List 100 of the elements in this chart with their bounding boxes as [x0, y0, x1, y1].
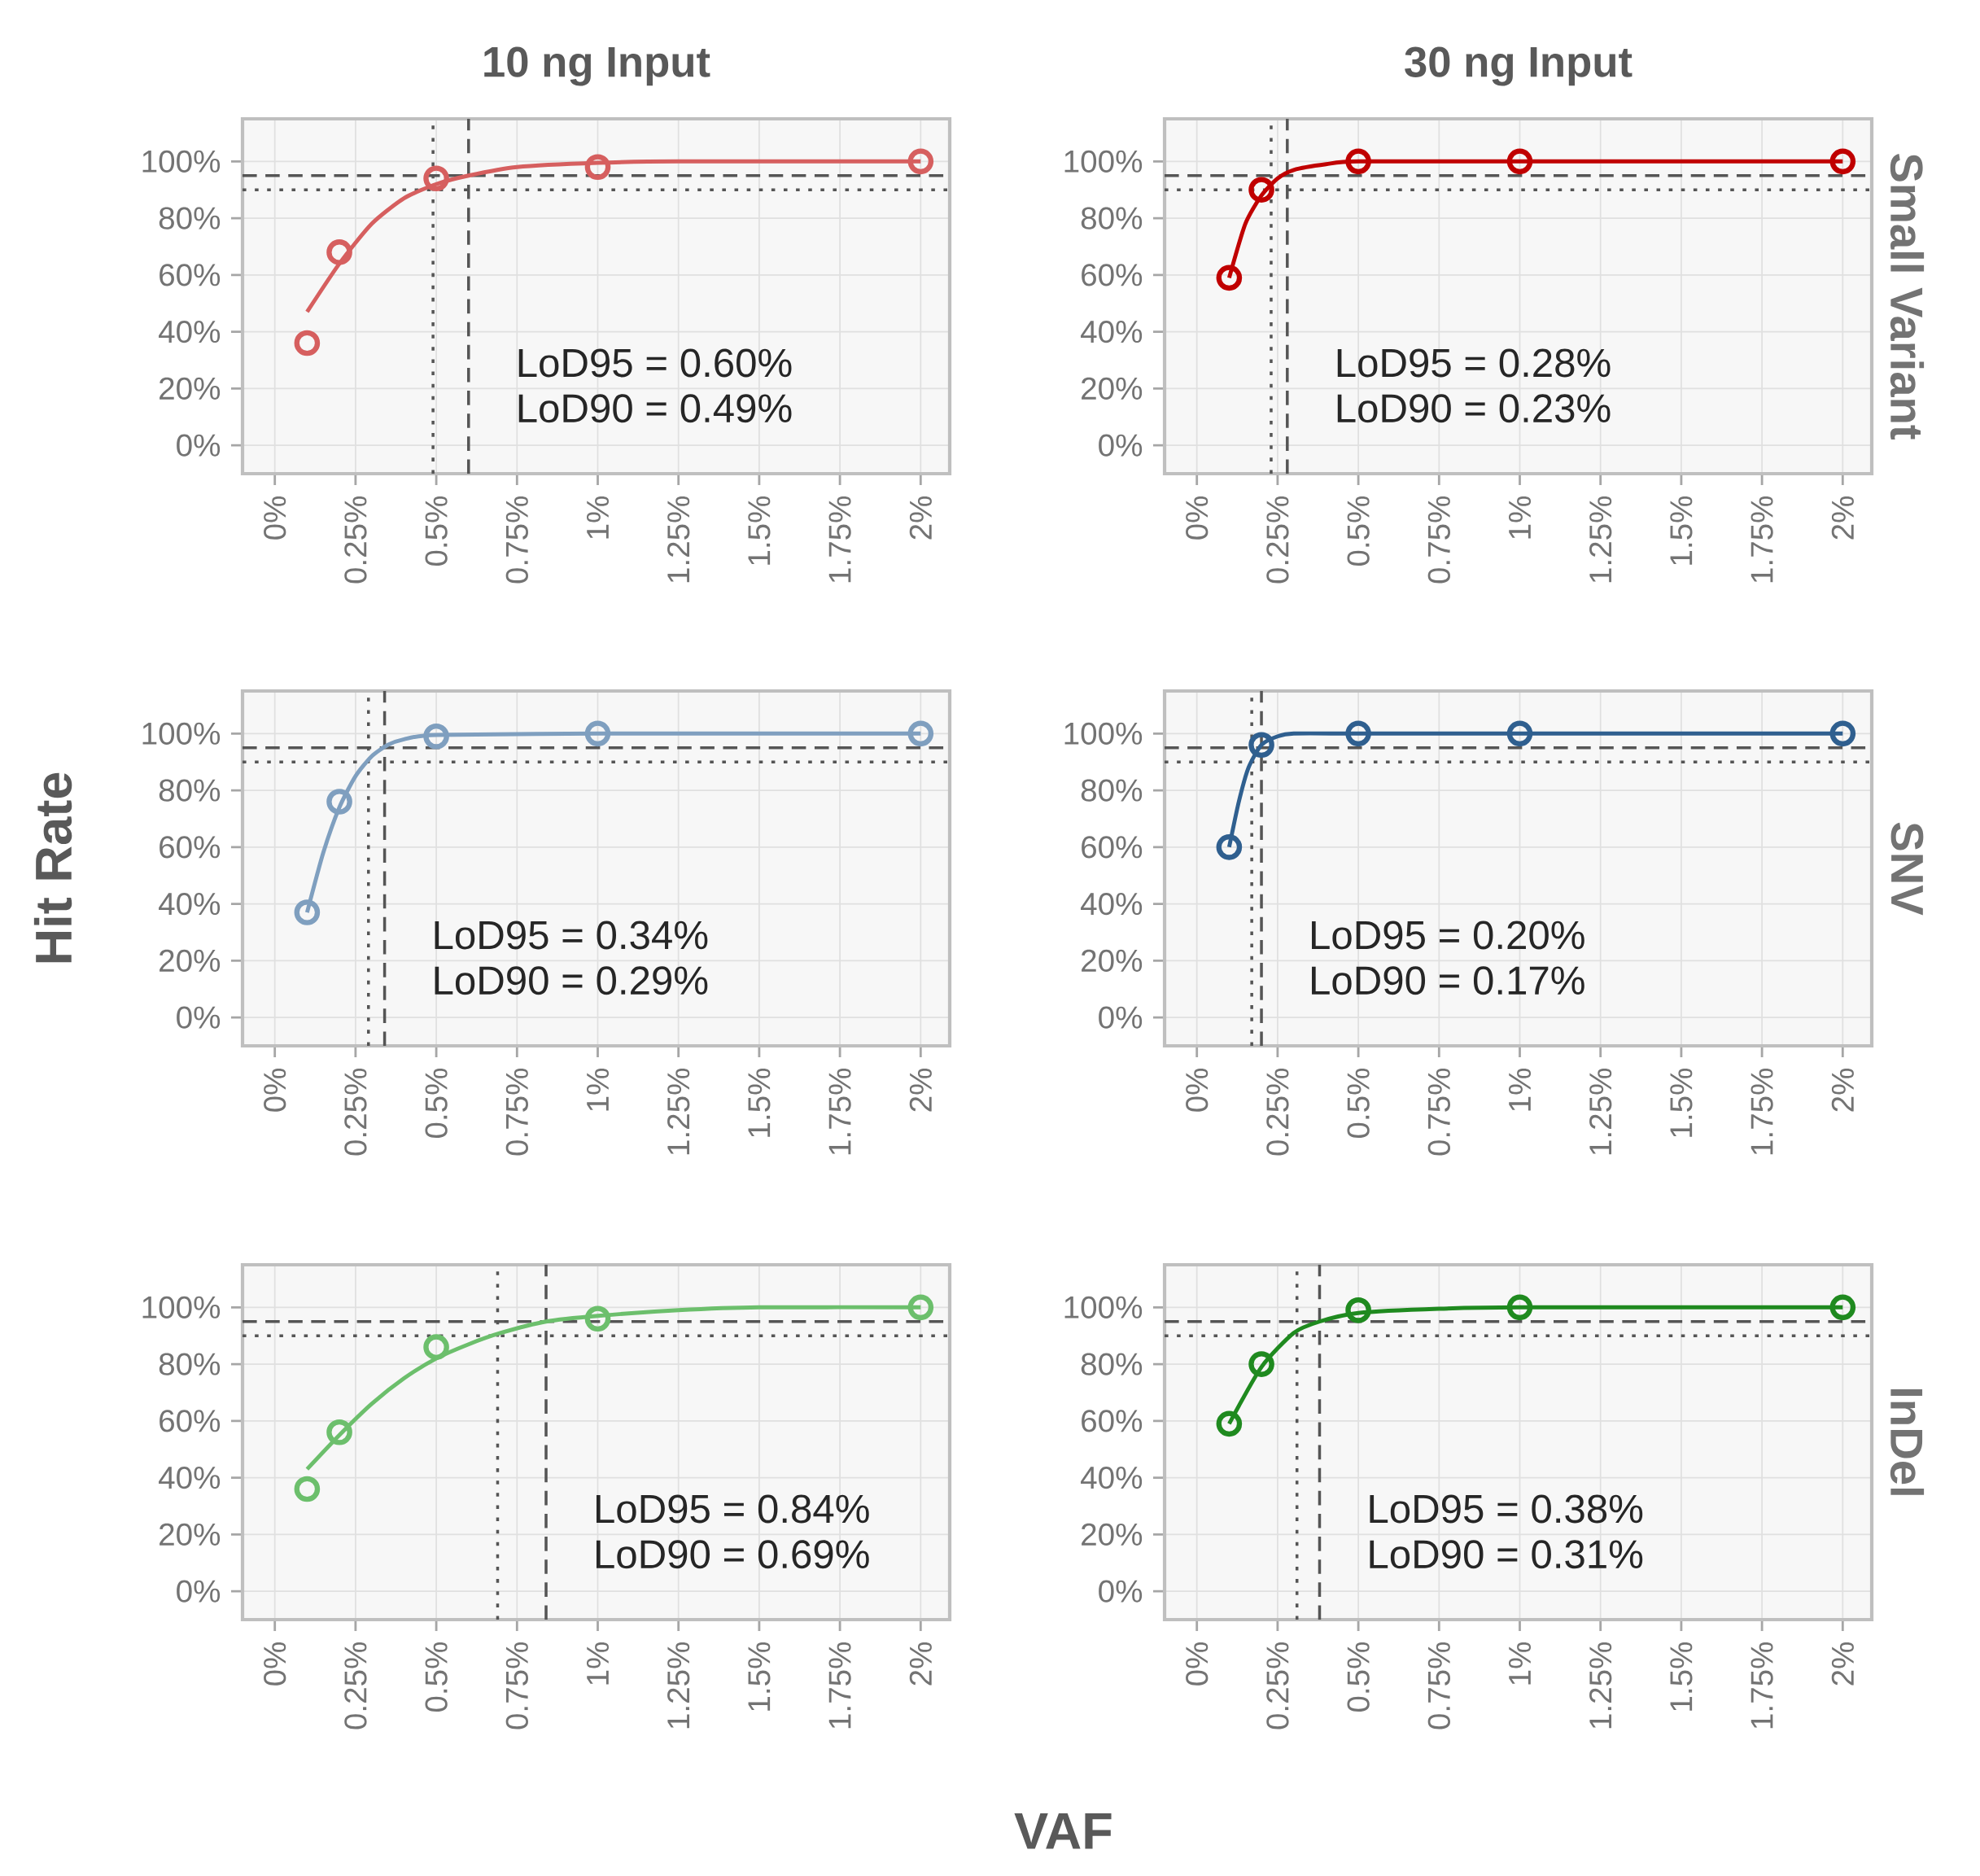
- x-tick-label: 0.75%: [505, 496, 528, 584]
- point: [1248, 732, 1274, 759]
- y-tick-label: 100%: [142, 722, 221, 746]
- x-tick-label: 1.5%: [748, 1068, 771, 1137]
- point: [1829, 720, 1856, 747]
- point: [1506, 720, 1533, 747]
- point: [1506, 148, 1533, 175]
- point: [584, 154, 611, 181]
- x-tick-label: 0.75%: [505, 1068, 528, 1156]
- x-tick-label: 0%: [1186, 496, 1209, 540]
- y2-axis-title: InDel: [1890, 1389, 1925, 1495]
- y-tick-label: 0%: [177, 434, 221, 457]
- y-tick-label: 20%: [160, 377, 221, 400]
- annotation: LoD90 = 0.49%: [518, 394, 792, 423]
- annotation: LoD95 = 0.34%: [435, 921, 708, 950]
- annotation: LoD95 = 0.60%: [518, 348, 792, 378]
- y-tick-label: 60%: [160, 836, 221, 859]
- y-tick-label: 80%: [1081, 207, 1143, 230]
- y-tick-label: 0%: [1099, 1580, 1143, 1603]
- point: [294, 330, 321, 356]
- x-tick-label: 0.5%: [1347, 1642, 1370, 1712]
- annotation: LoD95 = 0.20%: [1312, 921, 1584, 950]
- x-tick-label: 0%: [1186, 1642, 1209, 1686]
- x-tick-label: 0.75%: [505, 1642, 528, 1730]
- x-tick-label: 1.5%: [1670, 1068, 1693, 1137]
- point: [584, 1305, 611, 1332]
- point: [1216, 1410, 1243, 1437]
- point: [1829, 1294, 1856, 1321]
- y-tick-label: 100%: [1064, 150, 1143, 173]
- x-tick-label: 0.25%: [344, 1068, 367, 1156]
- x-tick-label: 0.25%: [1266, 1068, 1289, 1156]
- point: [423, 723, 449, 750]
- x-tick-label: 2%: [1831, 1642, 1854, 1686]
- annotation: LoD90 = 0.17%: [1312, 966, 1584, 995]
- y-tick-label: 20%: [1082, 949, 1143, 973]
- x-tick-label: 0.5%: [1347, 496, 1370, 566]
- y-tick-label: 40%: [159, 1466, 221, 1489]
- point: [907, 148, 934, 175]
- x-tick-label: 0.5%: [425, 1642, 448, 1712]
- x-tick-label: 0.25%: [1266, 1642, 1289, 1730]
- y-tick-label: 20%: [1082, 377, 1143, 400]
- y-tick-label: 20%: [160, 949, 221, 973]
- chart-title: 30 ng Input: [1405, 46, 1633, 86]
- annotation: LoD90 = 0.31%: [1370, 1540, 1643, 1569]
- y-tick-label: 20%: [160, 1523, 221, 1546]
- point: [1345, 720, 1371, 747]
- x-tick-label: 0.25%: [1266, 496, 1289, 584]
- y-tick-label: 60%: [1082, 264, 1143, 286]
- y-tick-label: 100%: [142, 150, 221, 173]
- point: [326, 1419, 352, 1445]
- annotation: LoD90 = 0.23%: [1337, 394, 1611, 423]
- x-tick-label: 1.5%: [1670, 496, 1693, 565]
- y-tick-label: 40%: [1081, 1466, 1143, 1489]
- x-tick-label: 0.5%: [425, 1068, 448, 1139]
- x-tick-label: 1.25%: [1589, 1642, 1612, 1729]
- x-tick-label: 0.75%: [1427, 496, 1450, 584]
- y2-axis-title: Small Variant: [1890, 153, 1925, 439]
- y-tick-label: 100%: [1064, 1296, 1143, 1319]
- y-tick-label: 0%: [1099, 1006, 1143, 1029]
- point: [1506, 1294, 1533, 1321]
- y-tick-label: 100%: [142, 1296, 221, 1319]
- point: [294, 899, 321, 925]
- x-tick-label: 1.75%: [1751, 1642, 1773, 1729]
- x-tick-label: 2%: [1831, 1068, 1854, 1112]
- x-tick-label: 0%: [264, 1068, 286, 1112]
- y-axis-title: Hit Rate: [33, 772, 72, 963]
- x-tick-label: 1.5%: [748, 496, 771, 565]
- x-tick-label: 1%: [1509, 1068, 1532, 1111]
- x-tick-label: 0%: [1186, 1068, 1209, 1112]
- point: [1248, 1351, 1274, 1377]
- x-tick-label: 1%: [587, 496, 610, 539]
- x-tick-label: 1.5%: [1670, 1642, 1693, 1711]
- x-tick-label: 1%: [1509, 496, 1532, 539]
- annotation: LoD90 = 0.29%: [435, 966, 708, 995]
- x-tick-label: 0.75%: [1427, 1642, 1450, 1730]
- x-tick-label: 1.25%: [1589, 496, 1612, 583]
- point: [326, 239, 352, 265]
- point: [584, 720, 611, 747]
- y-tick-label: 0%: [1099, 434, 1143, 457]
- annotation: LoD95 = 0.28%: [1337, 348, 1611, 378]
- y-tick-label: 40%: [1081, 320, 1143, 343]
- y-tick-label: 80%: [159, 1353, 221, 1375]
- y-tick-label: 100%: [1064, 722, 1143, 746]
- y-tick-label: 20%: [1082, 1523, 1143, 1546]
- x-tick-label: 2%: [909, 1642, 932, 1686]
- point: [294, 1476, 321, 1502]
- point: [423, 1334, 449, 1360]
- x-tick-label: 0%: [264, 1642, 286, 1686]
- chart-title: 10 ng Input: [484, 46, 710, 86]
- point: [907, 720, 934, 747]
- point: [1829, 148, 1856, 175]
- x-tick-label: 1.75%: [1751, 1068, 1773, 1155]
- x-tick-label: 1.25%: [667, 1068, 690, 1155]
- point: [326, 789, 352, 815]
- annotation: LoD95 = 0.38%: [1370, 1494, 1643, 1524]
- x-tick-label: 0.25%: [344, 1642, 367, 1730]
- point: [423, 165, 449, 192]
- x-axis-title: VAF: [1014, 1813, 1112, 1849]
- y-tick-label: 0%: [177, 1580, 221, 1603]
- y-tick-label: 60%: [1082, 836, 1143, 859]
